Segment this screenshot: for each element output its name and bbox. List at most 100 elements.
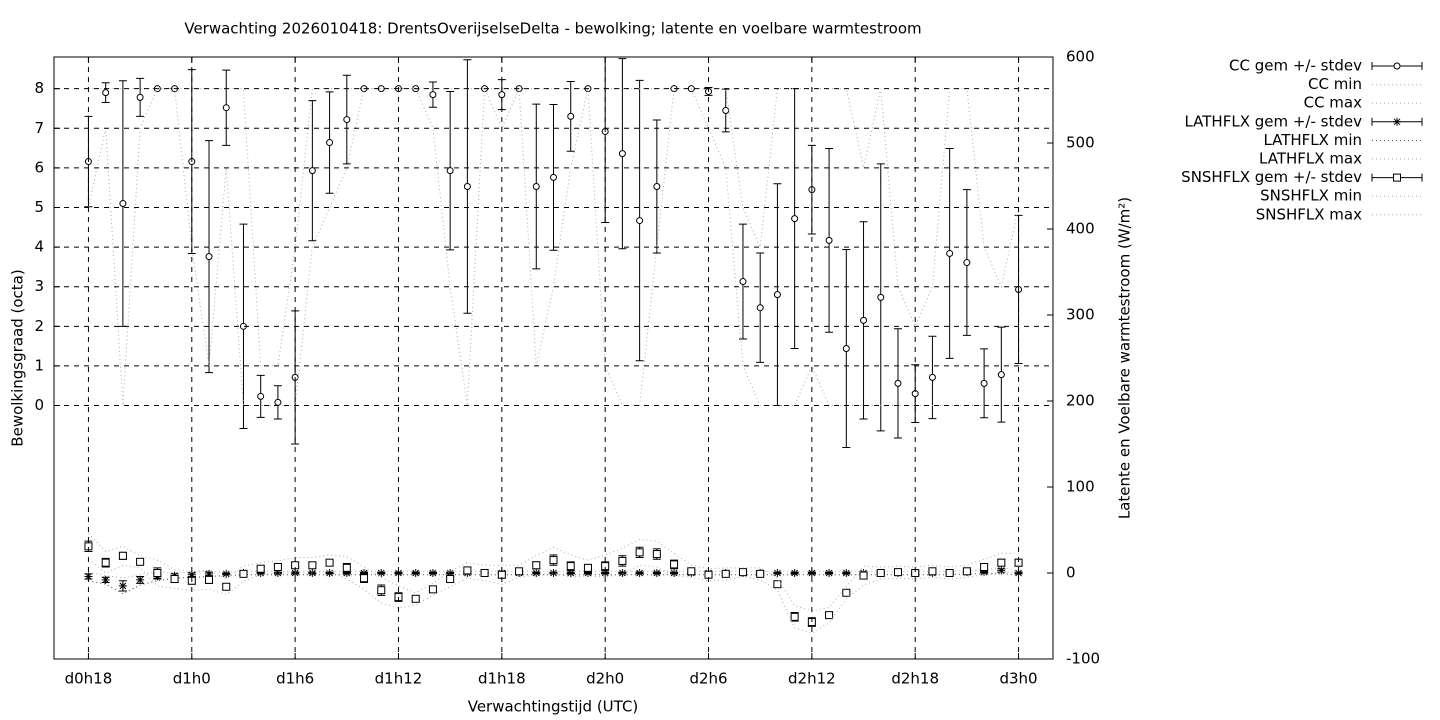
x-tick-label: d1h6 bbox=[276, 670, 314, 688]
y-tick-label: 4 bbox=[34, 238, 44, 256]
point-marker bbox=[222, 582, 231, 591]
legend-label: LATHFLX gem +/- stdev bbox=[1184, 112, 1362, 130]
point-marker bbox=[618, 150, 626, 158]
point-marker bbox=[583, 569, 592, 577]
plot-area bbox=[84, 57, 1023, 634]
point-marker bbox=[118, 581, 127, 590]
point-marker bbox=[980, 568, 989, 577]
point-marker bbox=[997, 371, 1005, 379]
point-marker bbox=[205, 575, 214, 584]
point-marker bbox=[842, 588, 851, 597]
y-axis-label: Bewolkingsgraad (octa) bbox=[9, 269, 27, 446]
legend-label: SNSHFLX min bbox=[1260, 187, 1362, 205]
legend-label: SNSHFLX gem +/- stdev bbox=[1181, 168, 1362, 186]
point-marker bbox=[980, 562, 989, 571]
point-marker bbox=[893, 568, 902, 577]
point-marker bbox=[842, 569, 851, 577]
y-tick-label: 3 bbox=[34, 277, 44, 295]
range-line bbox=[87, 88, 1019, 407]
point-marker bbox=[997, 566, 1006, 575]
point-marker bbox=[532, 183, 540, 191]
point-marker bbox=[876, 569, 885, 577]
y2-axis-label: Latente en Voelbare warmtestroom (W/m²) bbox=[1116, 197, 1134, 519]
point-marker bbox=[946, 249, 954, 257]
y2-tick-label: 0 bbox=[1066, 564, 1076, 582]
y2-tick-label: 100 bbox=[1066, 478, 1095, 496]
point-marker bbox=[1014, 569, 1023, 577]
point-marker bbox=[877, 293, 885, 301]
point-marker bbox=[428, 569, 437, 577]
point-marker bbox=[342, 569, 351, 577]
point-marker bbox=[118, 551, 127, 560]
range-line bbox=[88, 533, 1019, 612]
point-marker bbox=[428, 585, 437, 594]
point-marker bbox=[652, 569, 661, 577]
point-marker bbox=[618, 556, 627, 565]
y2-tick-label: 600 bbox=[1066, 48, 1095, 66]
plot-frame bbox=[53, 56, 1054, 660]
point-marker bbox=[222, 569, 231, 578]
y2-tick-label: 300 bbox=[1066, 306, 1095, 324]
x-tick-label: d1h12 bbox=[375, 670, 423, 688]
point-marker bbox=[791, 215, 799, 223]
point-marker bbox=[635, 548, 644, 557]
point-marker bbox=[326, 139, 334, 147]
point-marker bbox=[928, 567, 937, 576]
point-marker bbox=[962, 567, 971, 576]
y-tick-label: 7 bbox=[34, 119, 44, 137]
point-marker bbox=[825, 236, 833, 244]
point-marker bbox=[567, 112, 575, 120]
point-marker bbox=[635, 569, 644, 577]
point-marker bbox=[670, 569, 679, 577]
point-marker bbox=[274, 398, 282, 406]
point-marker bbox=[153, 569, 162, 577]
point-marker bbox=[360, 574, 369, 583]
x-axis-label: Verwachtingstijd (UTC) bbox=[468, 698, 639, 716]
point-marker bbox=[308, 561, 317, 570]
legend-label: CC min bbox=[1308, 75, 1362, 93]
point-marker bbox=[790, 612, 799, 621]
point-marker bbox=[377, 586, 386, 595]
point-marker bbox=[550, 173, 557, 181]
y2-tick-label: -100 bbox=[1066, 650, 1100, 668]
point-marker bbox=[721, 569, 730, 578]
point-marker bbox=[670, 560, 679, 569]
legend-label: LATHFLX min bbox=[1263, 131, 1362, 149]
point-marker bbox=[945, 569, 954, 577]
point-marker bbox=[480, 569, 489, 577]
y-tick-label: 6 bbox=[34, 158, 44, 176]
legend-marker bbox=[1393, 117, 1401, 126]
legend-label: LATHFLX max bbox=[1259, 150, 1362, 168]
point-marker bbox=[360, 569, 369, 577]
point-marker bbox=[256, 569, 265, 577]
point-marker bbox=[790, 569, 799, 577]
point-marker bbox=[601, 569, 610, 577]
point-marker bbox=[722, 106, 730, 114]
point-marker bbox=[257, 392, 265, 400]
point-marker bbox=[136, 93, 144, 101]
x-tick-label: d2h18 bbox=[891, 670, 939, 688]
point-marker bbox=[773, 569, 782, 577]
point-marker bbox=[119, 200, 127, 208]
point-marker bbox=[101, 558, 110, 567]
x-tick-label: d3h0 bbox=[999, 670, 1037, 688]
point-marker bbox=[566, 562, 575, 571]
point-marker bbox=[532, 569, 541, 577]
point-marker bbox=[963, 259, 971, 267]
legend-label: CC gem +/- stdev bbox=[1229, 57, 1362, 75]
point-marker bbox=[773, 291, 781, 299]
y-tick-label: 5 bbox=[34, 198, 44, 216]
point-marker bbox=[308, 569, 317, 577]
legend-marker bbox=[1393, 173, 1401, 182]
point-marker bbox=[343, 116, 351, 124]
point-marker bbox=[342, 563, 351, 572]
point-marker bbox=[825, 569, 834, 577]
point-marker bbox=[411, 569, 420, 577]
point-marker bbox=[532, 561, 541, 570]
point-marker bbox=[653, 183, 661, 191]
point-marker bbox=[308, 167, 316, 175]
point-marker bbox=[102, 89, 110, 97]
x-tick-label: d2h12 bbox=[788, 670, 836, 688]
point-marker bbox=[394, 569, 403, 577]
point-marker bbox=[738, 568, 747, 577]
